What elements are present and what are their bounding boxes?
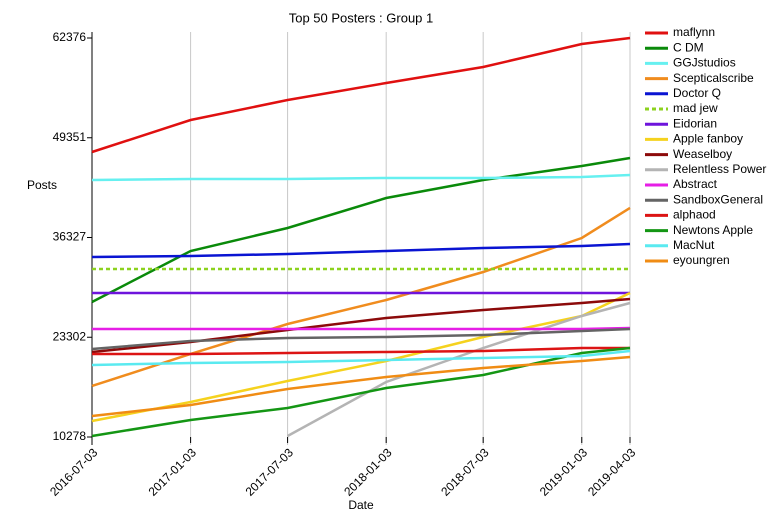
line bbox=[91, 36, 631, 154]
legend-label: alphaod bbox=[673, 208, 716, 222]
legend-label: maflynn bbox=[673, 25, 715, 39]
line bbox=[91, 349, 631, 367]
x-tick-label: 2018-01-03 bbox=[341, 445, 395, 499]
y-tick-label: 49351 bbox=[53, 130, 87, 144]
line bbox=[92, 326, 631, 331]
line bbox=[91, 346, 631, 438]
y-tick-label: 10278 bbox=[53, 429, 87, 443]
x-tick-label: 2019-01-03 bbox=[537, 445, 591, 499]
y-tick-label: 62376 bbox=[53, 30, 87, 44]
y-axis-label: Posts bbox=[27, 178, 57, 192]
legend-label: Eidorian bbox=[673, 116, 717, 130]
legend-label: mad jew bbox=[673, 101, 718, 115]
legend-label: C DM bbox=[673, 40, 704, 54]
x-tick-label: 2018-07-03 bbox=[438, 445, 492, 499]
chart-title: Top 50 Posters : Group 1 bbox=[289, 10, 434, 25]
x-tick-label: 2017-01-03 bbox=[146, 445, 200, 499]
line bbox=[91, 355, 631, 418]
line bbox=[91, 327, 631, 351]
legend-label: GGJstudios bbox=[673, 56, 736, 70]
legend-label: Scepticalscribe bbox=[673, 71, 754, 85]
legend-label: SandboxGeneral bbox=[673, 192, 763, 206]
x-tick-label: 2017-07-03 bbox=[243, 445, 297, 499]
line bbox=[91, 242, 631, 259]
legend-label: eyoungren bbox=[673, 253, 730, 267]
legend-label: Newtons Apple bbox=[673, 223, 753, 237]
legend-label: Relentless Power bbox=[673, 162, 766, 176]
line bbox=[91, 173, 631, 182]
line bbox=[286, 301, 631, 438]
line bbox=[91, 156, 631, 304]
legend-label: Doctor Q bbox=[673, 86, 721, 100]
legend-label: Apple fanboy bbox=[673, 132, 743, 146]
x-tick-label: 2019-04-03 bbox=[585, 445, 639, 499]
x-tick-label: 2016-07-03 bbox=[47, 445, 101, 499]
line bbox=[92, 346, 630, 356]
y-tick-label: 36327 bbox=[53, 230, 87, 244]
legend-label: Abstract bbox=[673, 177, 718, 191]
y-tick-label: 23302 bbox=[53, 329, 87, 343]
legend-label: Weaselboy bbox=[673, 147, 732, 161]
legend-label: MacNut bbox=[673, 238, 715, 252]
x-axis-label: Date bbox=[348, 498, 374, 512]
